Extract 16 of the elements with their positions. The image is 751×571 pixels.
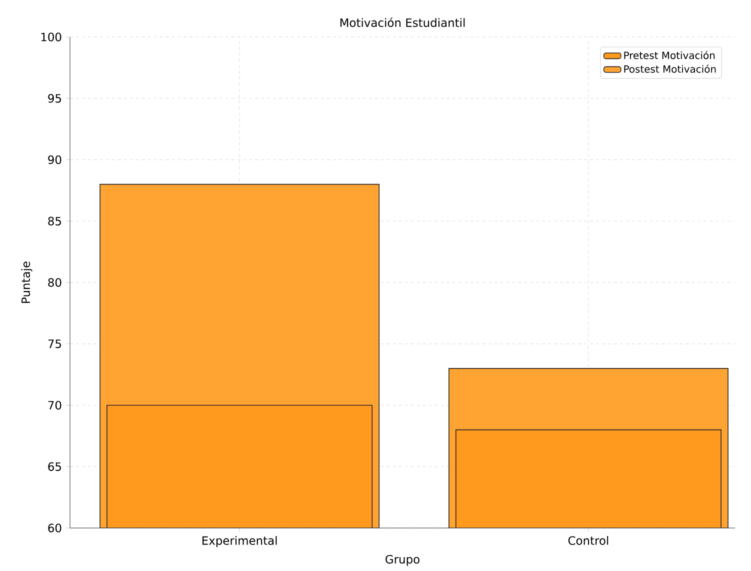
legend-label: Postest Motivación: [624, 64, 716, 73]
y-tick-label: 65: [48, 462, 61, 471]
y-tick-label: 75: [48, 340, 61, 348]
legend-label: Pretest Motivación: [624, 51, 715, 60]
y-tick-label: 95: [48, 94, 61, 103]
y-tick-label: 60: [48, 524, 62, 532]
chart-title: Motivación Estudiantil: [340, 18, 465, 27]
y-tick-label: 90: [48, 155, 62, 164]
x-tick-label: Experimental: [202, 536, 277, 548]
x-axis-title: Grupo: [386, 554, 420, 566]
y-axis-title: Puntaje: [21, 262, 32, 303]
y-tick-label: 80: [48, 278, 62, 287]
y-tick-label: 70: [48, 400, 62, 410]
y-tick-label: 100: [41, 32, 62, 42]
x-tick-label: Control: [568, 536, 608, 545]
y-tick-label: 85: [48, 216, 61, 226]
